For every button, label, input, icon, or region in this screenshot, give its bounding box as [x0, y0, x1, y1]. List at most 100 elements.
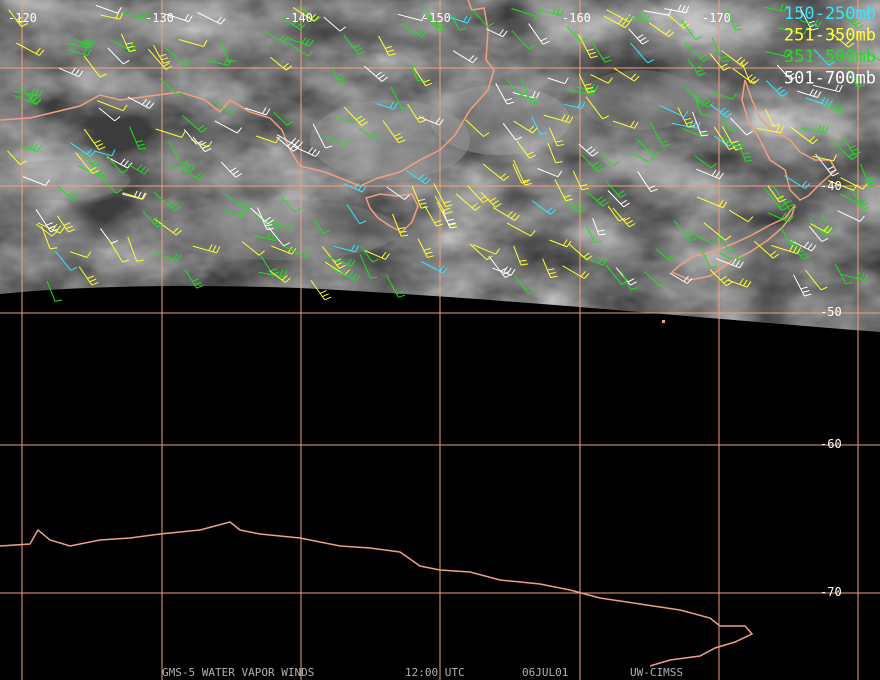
- barb-flag: [550, 209, 557, 215]
- wind-barb: [492, 206, 520, 221]
- barb-flag: [503, 175, 510, 181]
- wind-barb: [709, 90, 737, 100]
- barb-flag: [851, 155, 858, 161]
- wind-barb: [8, 9, 28, 27]
- barb-flag: [602, 259, 608, 266]
- wind-barb: [268, 226, 291, 247]
- barb-flag: [592, 161, 599, 167]
- barb-flag: [577, 100, 582, 108]
- wind-barb: [358, 127, 380, 140]
- wind-barb: [312, 218, 331, 234]
- barb-flag: [845, 281, 853, 285]
- barb-flag: [630, 287, 638, 291]
- wind-barb: [864, 51, 880, 62]
- barb-flag: [283, 242, 291, 247]
- barb-flag: [824, 232, 831, 237]
- barb-flag: [435, 117, 441, 124]
- wind-barb: [592, 218, 606, 236]
- barb-flag: [853, 151, 861, 156]
- wind-barb: [797, 88, 822, 98]
- barb-flag: [463, 15, 468, 23]
- barb-flag: [528, 290, 536, 295]
- barb-shaft: [127, 237, 138, 262]
- barb-shaft: [54, 250, 72, 271]
- barb-flag: [620, 199, 627, 205]
- barb-flag: [19, 160, 27, 166]
- wind-barb: [35, 223, 58, 237]
- wind-barb: [532, 200, 557, 215]
- barb-flag: [396, 136, 404, 140]
- barb-flag: [833, 103, 840, 110]
- barb-flag: [684, 231, 692, 236]
- barb-shaft: [578, 143, 593, 157]
- barb-flag: [129, 49, 137, 52]
- barb-flag: [828, 61, 836, 66]
- latitude-label: -40: [820, 179, 842, 193]
- wind-barb: [69, 251, 92, 258]
- barb-flag: [172, 227, 179, 233]
- wind-barb: [46, 280, 62, 302]
- barb-flag: [417, 29, 424, 36]
- barb-flag: [131, 45, 137, 52]
- barb-flag: [168, 200, 175, 206]
- barb-flag: [687, 124, 695, 128]
- wind-barb: [450, 13, 467, 31]
- barb-shaft: [97, 100, 124, 112]
- barb-flag: [581, 187, 589, 191]
- wind-barb: [147, 48, 173, 70]
- barb-flag: [498, 29, 504, 36]
- wind-barb: [837, 210, 865, 222]
- wind-barb: [677, 107, 695, 128]
- footer-date: 06JUL01: [522, 666, 568, 679]
- barb-flag: [813, 19, 819, 26]
- barb-flag: [867, 181, 875, 184]
- barb-flag: [686, 121, 694, 125]
- barb-flag: [590, 55, 598, 59]
- wind-barb: [586, 191, 609, 207]
- barb-shaft: [578, 34, 592, 59]
- barb-flag: [48, 225, 56, 229]
- barb-flag: [866, 177, 874, 180]
- wind-barb: [153, 251, 182, 262]
- barb-shaft: [827, 180, 854, 191]
- wind-barb: [75, 152, 100, 175]
- wind-barb: [167, 140, 188, 165]
- wind-barb: [127, 237, 144, 262]
- wind-barb: [153, 218, 182, 236]
- barb-shaft: [465, 119, 484, 137]
- barb-flag: [829, 228, 837, 232]
- barb-shaft: [840, 177, 864, 190]
- wind-barb: [390, 86, 409, 110]
- barb-flag: [507, 267, 512, 275]
- barb-flag: [483, 132, 490, 137]
- barb-flag: [185, 61, 192, 67]
- barb-flag: [528, 44, 536, 50]
- barb-flag: [720, 56, 728, 59]
- wind-barb: [730, 117, 753, 136]
- barb-flag: [315, 150, 321, 157]
- barb-flag: [800, 252, 807, 257]
- barb-flag: [726, 112, 733, 118]
- barb-flag: [735, 28, 743, 31]
- barb-flag: [595, 164, 602, 170]
- barb-flag: [122, 104, 128, 111]
- barb-flag: [418, 198, 426, 202]
- wind-barb: [400, 24, 427, 38]
- wind-barb: [121, 190, 146, 200]
- barb-shaft: [83, 128, 100, 150]
- barb-shaft: [644, 271, 661, 287]
- barb-flag: [607, 77, 613, 84]
- barb-flag: [584, 272, 590, 279]
- wind-barb: [424, 205, 444, 227]
- wind-barb: [578, 143, 599, 157]
- barb-flag: [292, 19, 299, 26]
- barb-shaft: [756, 127, 781, 134]
- barb-shaft: [606, 9, 630, 23]
- wind-barb: [537, 168, 563, 178]
- barb-flag: [820, 286, 828, 291]
- wind-barb: [843, 13, 864, 29]
- barb-flag: [811, 244, 817, 252]
- wind-barb: [78, 266, 99, 286]
- barb-flag: [735, 260, 741, 267]
- wind-barb: [506, 222, 536, 237]
